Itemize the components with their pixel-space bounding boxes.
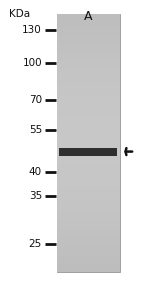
Bar <box>57 254 120 259</box>
Text: 25: 25 <box>29 239 42 249</box>
Bar <box>57 121 120 126</box>
Bar <box>57 48 120 53</box>
Bar <box>57 237 120 242</box>
Bar <box>57 87 120 92</box>
Bar <box>57 211 120 216</box>
Bar <box>57 130 120 134</box>
Bar <box>58 148 117 156</box>
Bar <box>57 168 120 173</box>
Bar <box>57 267 120 272</box>
Bar <box>57 228 120 233</box>
Bar <box>57 100 120 104</box>
Bar <box>57 52 120 57</box>
Bar <box>57 142 120 147</box>
Bar <box>57 245 120 250</box>
Bar <box>57 198 120 203</box>
Text: 55: 55 <box>29 125 42 135</box>
Bar <box>57 172 120 177</box>
Text: 40: 40 <box>29 167 42 176</box>
Bar <box>57 104 120 109</box>
Bar <box>57 224 120 229</box>
Bar <box>57 74 120 79</box>
Bar <box>57 35 120 40</box>
Bar <box>57 164 120 169</box>
Bar <box>57 138 120 143</box>
Bar <box>57 207 120 212</box>
Bar <box>57 14 120 19</box>
Text: A: A <box>84 10 93 23</box>
Bar <box>57 95 120 100</box>
Bar <box>57 160 120 164</box>
Bar <box>57 233 120 237</box>
Bar <box>57 57 120 61</box>
Bar <box>57 22 120 27</box>
Bar <box>57 190 120 194</box>
Bar <box>57 263 120 267</box>
Bar <box>57 134 120 139</box>
Bar <box>57 250 120 255</box>
Bar <box>57 215 120 220</box>
Bar <box>57 82 120 87</box>
Bar <box>57 258 120 263</box>
Text: 100: 100 <box>22 58 42 68</box>
Bar <box>57 220 120 225</box>
Text: 70: 70 <box>29 95 42 105</box>
Bar <box>57 181 120 186</box>
Bar <box>57 108 120 113</box>
Bar <box>57 185 120 190</box>
Bar <box>57 151 120 156</box>
Bar <box>57 202 120 207</box>
Bar <box>57 117 120 122</box>
Bar <box>57 65 120 70</box>
Bar <box>57 18 120 23</box>
Bar <box>57 91 120 96</box>
Bar <box>57 147 120 152</box>
Bar <box>57 194 120 199</box>
Bar <box>57 39 120 44</box>
Bar <box>57 155 120 160</box>
Bar <box>57 241 120 246</box>
Bar <box>57 14 120 272</box>
Bar <box>57 27 120 31</box>
Text: 35: 35 <box>29 191 42 201</box>
Bar <box>57 69 120 74</box>
Bar <box>57 61 120 66</box>
Bar <box>57 112 120 117</box>
Text: KDa: KDa <box>9 9 30 19</box>
Bar <box>57 177 120 182</box>
Bar <box>57 78 120 83</box>
Bar <box>57 125 120 130</box>
Bar <box>57 31 120 36</box>
Text: 130: 130 <box>22 25 42 35</box>
Bar <box>57 44 120 49</box>
